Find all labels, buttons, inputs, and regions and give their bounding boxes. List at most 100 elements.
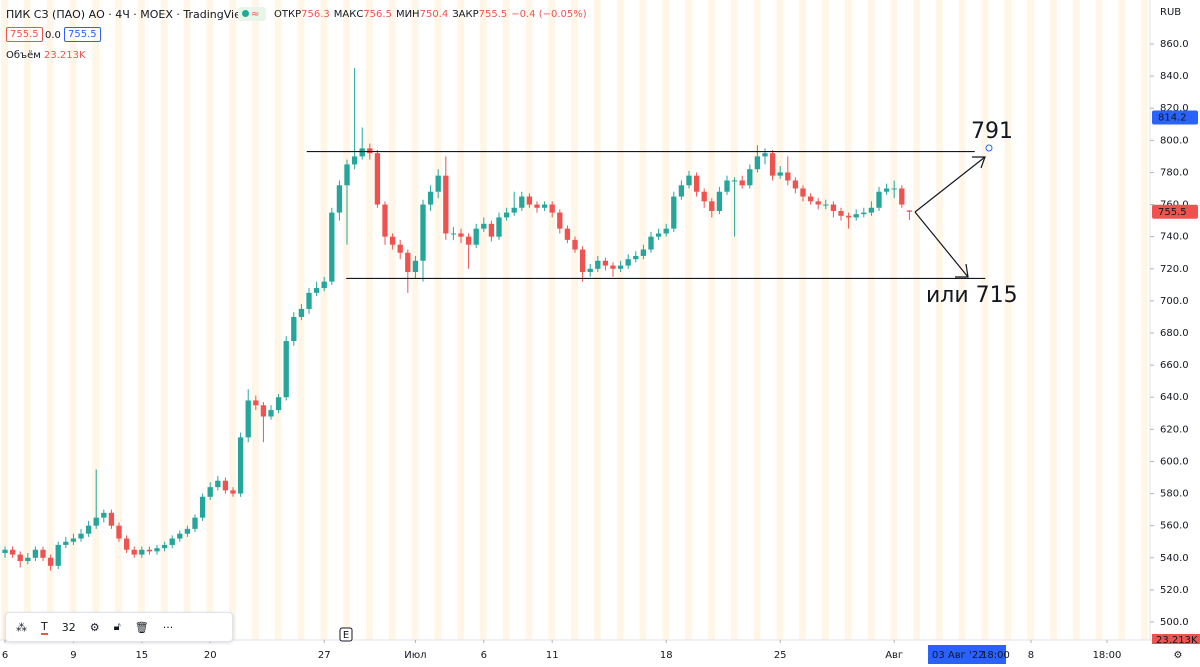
- y-tick-label: 860.0: [1160, 39, 1189, 50]
- arrow-head: [972, 156, 986, 169]
- candle-body: [283, 341, 289, 398]
- change: −0.4 (−0.05%): [511, 9, 587, 20]
- candle-body: [792, 180, 799, 189]
- candle-body: [313, 288, 320, 293]
- candle-body: [891, 188, 897, 190]
- candle-body: [663, 228, 669, 234]
- candle-body: [55, 544, 61, 566]
- candle-body: [640, 249, 647, 256]
- candle-body: [496, 217, 502, 237]
- x-tick-label: 27: [318, 650, 331, 661]
- candle-body: [443, 175, 449, 234]
- candle-body: [845, 215, 852, 218]
- candle-body: [526, 196, 533, 205]
- session-stripe: [24, 0, 31, 640]
- session-stripe: [92, 0, 100, 640]
- y-tick-label: 660.0: [1160, 360, 1189, 371]
- tool-icon[interactable]: T: [41, 619, 48, 635]
- candle-body: [709, 201, 715, 211]
- candle-body: [374, 153, 381, 205]
- candle-body: [762, 153, 768, 157]
- candle-body: [617, 265, 624, 269]
- candle-body: [40, 549, 46, 558]
- session-stripe: [685, 0, 693, 640]
- candle-body: [63, 541, 69, 545]
- session-stripe: [844, 0, 852, 640]
- y-tick-label: 500.0: [1160, 617, 1189, 628]
- candle-body: [17, 554, 23, 562]
- session-stripe: [411, 0, 419, 640]
- y-tick-label: 840.0: [1160, 71, 1189, 82]
- session-stripe: [821, 0, 829, 640]
- event-marker: E: [343, 630, 349, 641]
- arrow: [914, 156, 986, 213]
- candle-body: [747, 169, 753, 186]
- candle-body: [389, 236, 396, 245]
- candle-body: [207, 487, 213, 497]
- session-stripe: [388, 0, 396, 640]
- candle-body: [876, 191, 882, 208]
- ohlc-label: МИН: [395, 9, 420, 20]
- candle-body: [275, 397, 282, 411]
- candle-body: [344, 164, 350, 186]
- candle-body: [222, 480, 229, 491]
- candle-body: [830, 204, 837, 211]
- tool-icon[interactable]: ···: [162, 620, 174, 634]
- candle-body: [541, 204, 548, 208]
- crosshair-time: 18:00: [981, 650, 1010, 661]
- candle-body: [9, 549, 16, 555]
- candle-body: [230, 490, 236, 494]
- session-stripe: [981, 0, 989, 640]
- candle-body: [78, 533, 84, 539]
- candle-body: [116, 525, 122, 539]
- candle-body: [633, 255, 639, 260]
- ohlc-label: МАКС: [333, 9, 364, 20]
- y-tick-label: 640.0: [1160, 392, 1189, 403]
- session-stripe: [799, 0, 807, 640]
- x-tick-label: 6: [481, 650, 487, 661]
- candle-body: [192, 517, 198, 529]
- tool-icon[interactable]: ⚙: [89, 620, 100, 634]
- ohlc-value: 756.5: [363, 9, 392, 20]
- tool-icon[interactable]: 🗑︎: [134, 620, 149, 634]
- volume-value: 23.213K: [44, 50, 86, 61]
- candle-body: [693, 175, 700, 192]
- tool-icon[interactable]: 🔓︎: [113, 620, 121, 633]
- session-stripe: [958, 0, 966, 640]
- x-tick-label: 11: [546, 650, 559, 661]
- crosshair-box: [928, 645, 1006, 664]
- session-stripe: [1072, 0, 1080, 640]
- candle-body: [724, 180, 730, 192]
- candle-body: [587, 268, 593, 272]
- ohlc-value: 755.5: [478, 9, 508, 20]
- ohlc-line: ОТКР756.3 МАКС756.5 МИН750.4 ЗАКР755.5 −0.4 …: [274, 9, 587, 20]
- candle-body: [838, 210, 844, 216]
- candle-body: [534, 204, 540, 208]
- price-box[interactable]: 755.5: [6, 27, 43, 42]
- candle-body: [701, 191, 707, 202]
- price-box[interactable]: 755.5: [64, 27, 101, 42]
- candle-body: [329, 212, 335, 282]
- spread: 0.0: [45, 30, 61, 41]
- candle-body: [420, 204, 426, 261]
- x-tick-label: 20: [204, 650, 217, 661]
- settings-icon: ⚙: [1174, 650, 1183, 661]
- candle-body: [184, 528, 191, 534]
- status-icon: ≈: [238, 7, 266, 21]
- session-stripe: [525, 0, 533, 640]
- arrow: [914, 211, 969, 278]
- candle-body: [237, 437, 244, 494]
- candle-body: [306, 292, 312, 309]
- candle-body: [716, 191, 723, 211]
- y-tick-label: 580.0: [1160, 489, 1189, 500]
- candle-body: [815, 201, 821, 205]
- tool-icon[interactable]: ⁂: [16, 620, 27, 634]
- session-stripe: [1141, 0, 1149, 640]
- candle-body: [800, 188, 806, 197]
- session-stripe: [1004, 0, 1012, 640]
- candle-body: [367, 148, 373, 154]
- volume-tag: [1152, 634, 1200, 644]
- tool-size[interactable]: 32: [61, 620, 76, 634]
- candle-body: [101, 512, 107, 518]
- candle-body: [807, 196, 814, 202]
